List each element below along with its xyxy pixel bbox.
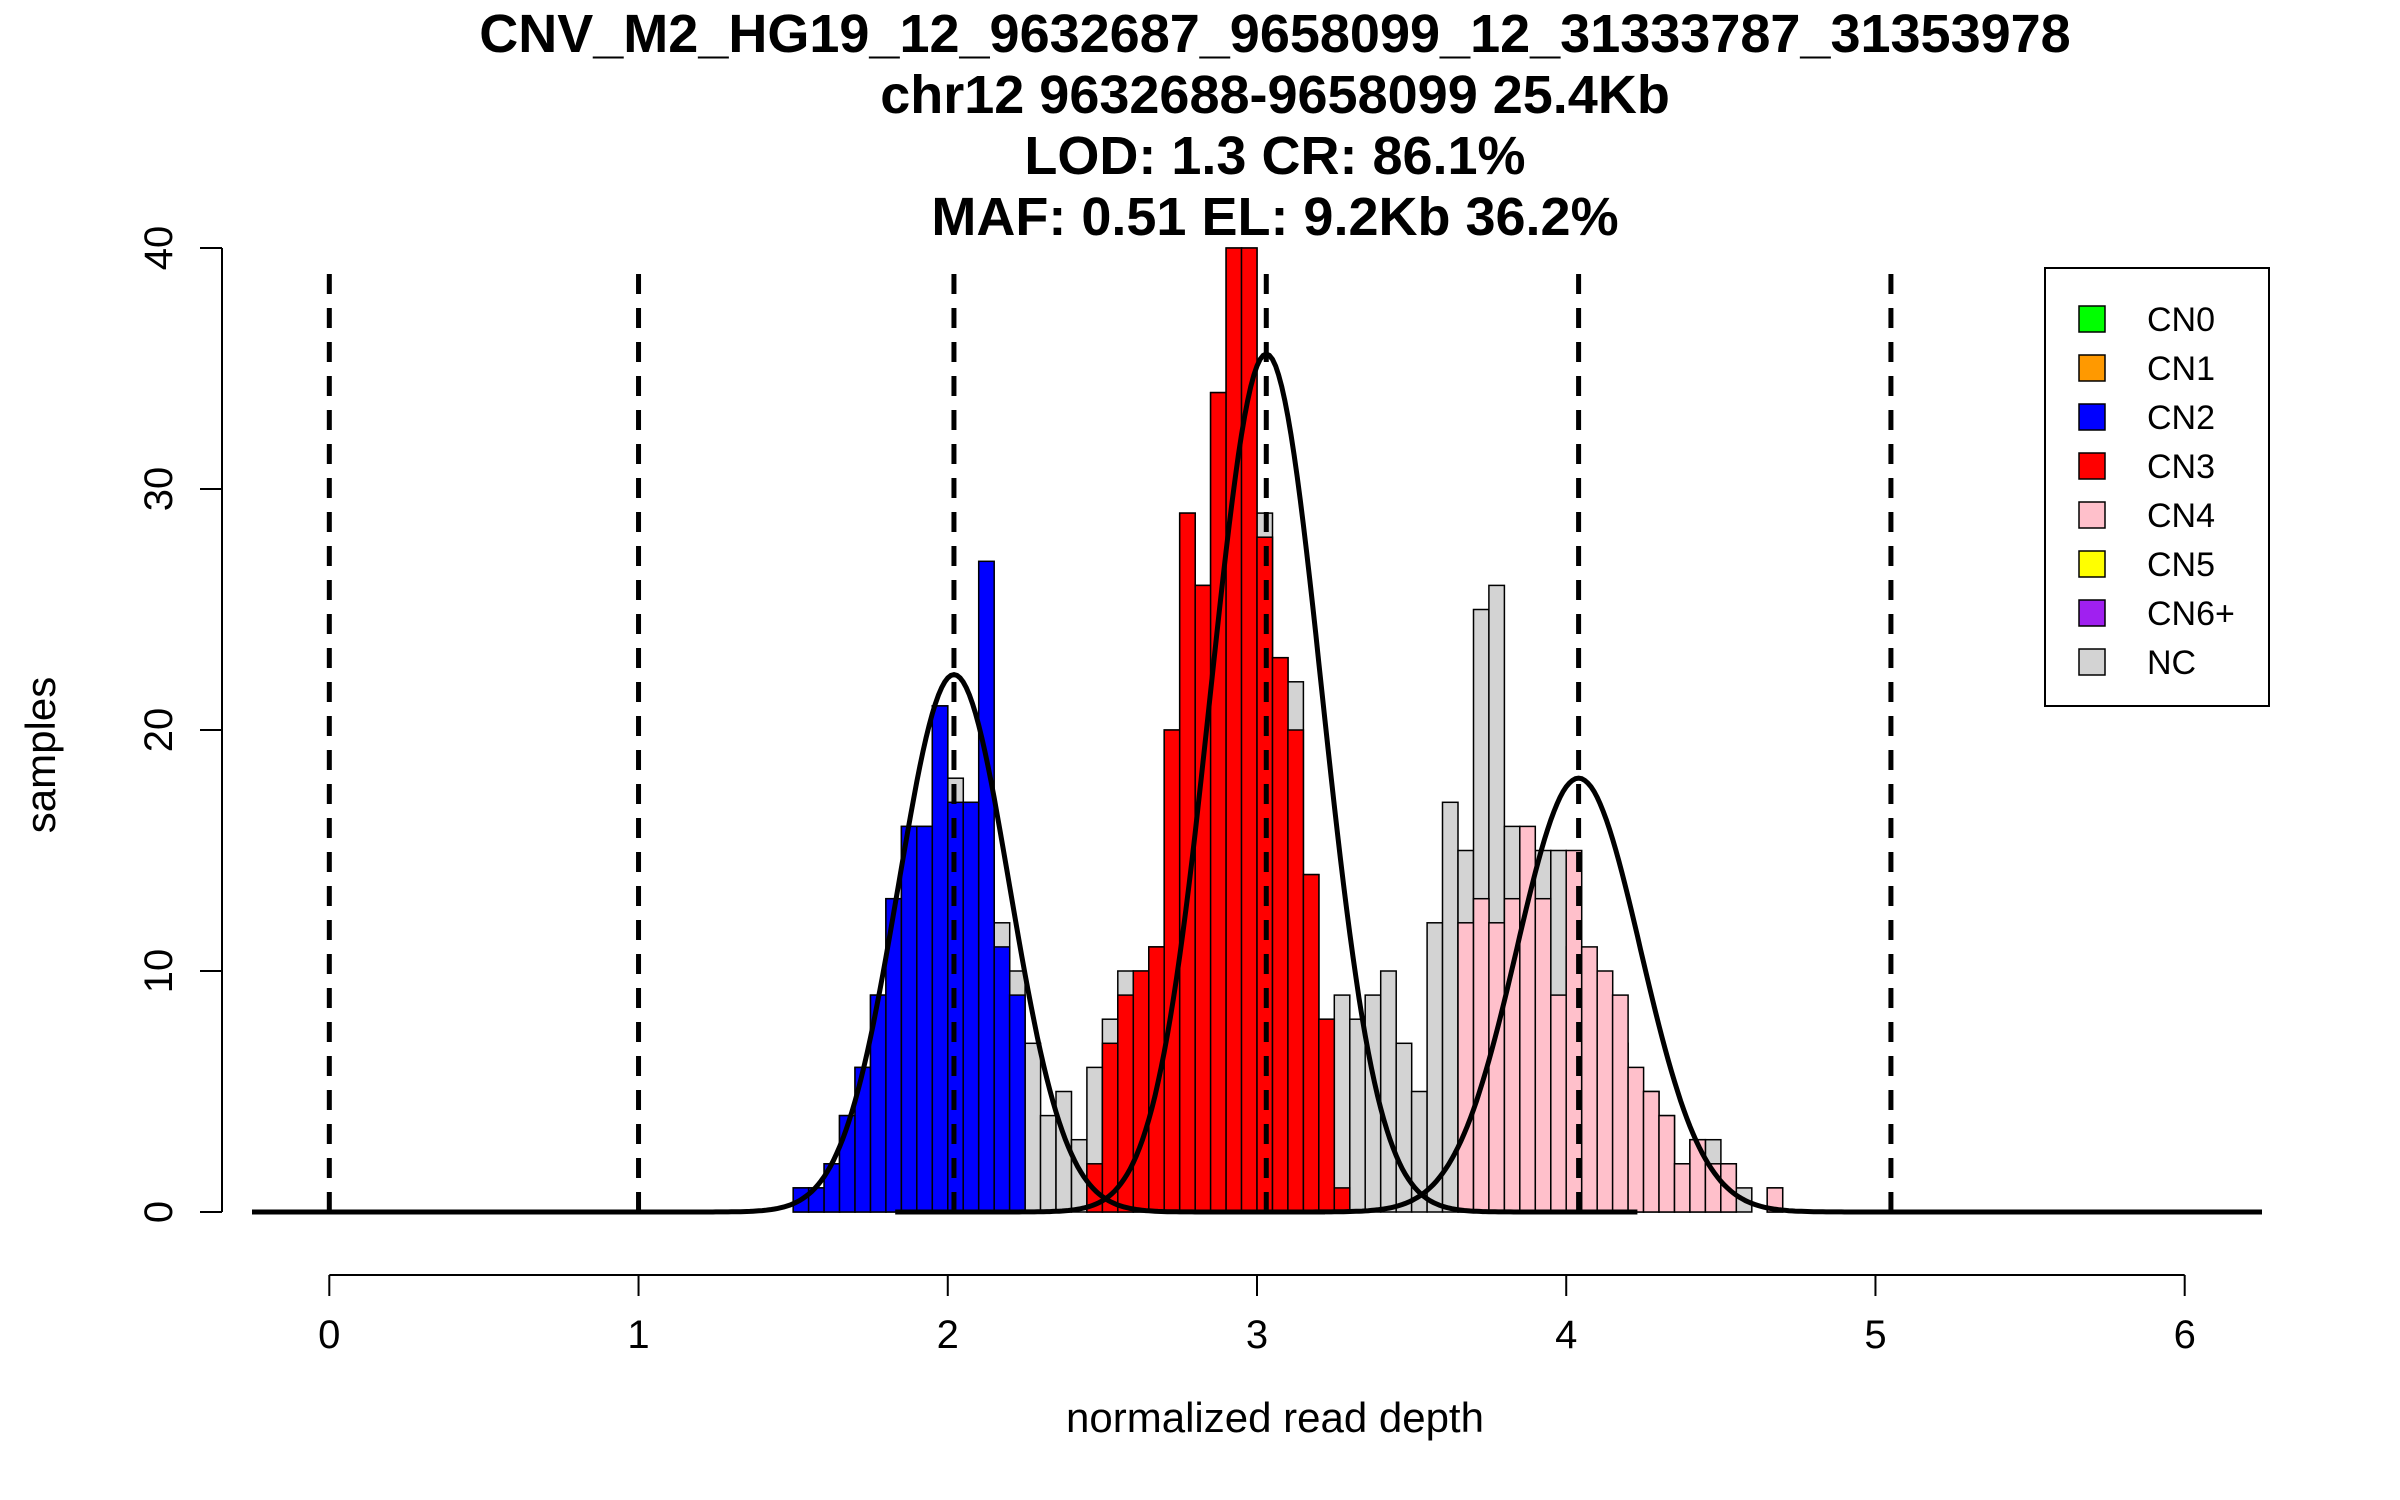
bar-cn4 bbox=[1673, 1163, 1691, 1213]
bar-cn3 bbox=[1132, 970, 1150, 1213]
bar-cn3 bbox=[1194, 584, 1212, 1213]
copy-number-reference-lines bbox=[326, 272, 1894, 1212]
legend-swatch-cn4 bbox=[2078, 501, 2106, 529]
bar-cn4 bbox=[1658, 1114, 1676, 1213]
bar-cn4 bbox=[1550, 994, 1568, 1213]
bar-nc bbox=[1333, 994, 1351, 1213]
legend-swatch-cn3 bbox=[2078, 452, 2106, 480]
bar-cn3 bbox=[1271, 656, 1289, 1213]
title-line-4: MAF: 0.51 EL: 9.2Kb 36.2% bbox=[931, 187, 1618, 247]
legend-swatch-cn0 bbox=[2078, 305, 2106, 333]
bar-cn2 bbox=[962, 801, 980, 1213]
x-tick-label: 6 bbox=[2174, 1313, 2196, 1357]
bar-cn4 bbox=[1766, 1187, 1784, 1213]
y-tick-label: 30 bbox=[137, 467, 181, 512]
bar-cn3 bbox=[1209, 391, 1227, 1213]
y-axis-label: samples bbox=[17, 677, 64, 833]
bar-cn2 bbox=[1008, 994, 1026, 1213]
x-tick-label: 4 bbox=[1555, 1313, 1577, 1357]
y-tick-label: 40 bbox=[137, 226, 181, 271]
bar-cn3 bbox=[1318, 1018, 1336, 1213]
bar-cn2 bbox=[900, 825, 918, 1213]
bar-cn3 bbox=[1287, 729, 1305, 1213]
chart-axes: 0 1 2 3 4 5 6 0 10 20 30 40 bbox=[137, 226, 2196, 1357]
x-tick-label: 2 bbox=[937, 1313, 959, 1357]
legend-label-cn1: CN1 bbox=[2147, 350, 2215, 388]
legend-swatch-cn6 bbox=[2078, 599, 2106, 627]
legend-swatch-nc bbox=[2078, 648, 2106, 676]
bar-cn4 bbox=[1642, 1090, 1660, 1213]
bar-nc bbox=[1379, 970, 1397, 1213]
legend-label-cn3: CN3 bbox=[2147, 448, 2215, 486]
bar-cn4 bbox=[1627, 1066, 1645, 1213]
legend-label-nc: NC bbox=[2147, 644, 2196, 682]
bar-nc bbox=[1039, 1114, 1057, 1213]
bar-cn2 bbox=[916, 825, 934, 1213]
chart-title: CNV_M2_HG19_12_9632687_9658099_12_313337… bbox=[479, 4, 2070, 247]
histogram-bars bbox=[792, 247, 1784, 1213]
title-line-3: LOD: 1.3 CR: 86.1% bbox=[1024, 126, 1525, 186]
x-tick-label: 3 bbox=[1246, 1313, 1268, 1357]
bar-cn3 bbox=[1256, 536, 1274, 1213]
legend-box bbox=[2044, 267, 2270, 707]
legend-label-cn5: CN5 bbox=[2147, 546, 2215, 584]
x-tick-label: 0 bbox=[318, 1313, 340, 1357]
bar-cn4 bbox=[1580, 946, 1598, 1213]
bar-cn3 bbox=[1225, 247, 1243, 1213]
x-axis-label: normalized read depth bbox=[1066, 1394, 1484, 1441]
bar-cn2 bbox=[931, 705, 949, 1213]
legend-label-cn6: CN6+ bbox=[2147, 595, 2235, 633]
fitted-curve bbox=[252, 672, 1325, 1215]
legend-swatch-cn1 bbox=[2078, 354, 2106, 382]
y-tick-label: 0 bbox=[137, 1201, 181, 1223]
title-line-2: chr12 9632688-9658099 25.4Kb bbox=[880, 65, 1670, 125]
y-tick-label: 20 bbox=[137, 708, 181, 753]
bar-cn4 bbox=[1457, 922, 1475, 1213]
bar-cn4 bbox=[1611, 994, 1629, 1213]
bar-cn4 bbox=[1472, 897, 1490, 1213]
x-tick-label: 1 bbox=[627, 1313, 649, 1357]
y-tick-label: 10 bbox=[137, 949, 181, 994]
legend: CN0 CN1 CN2 CN3 CN4 CN5 CN6+ NC bbox=[2044, 267, 2270, 707]
bar-cn4 bbox=[1596, 970, 1614, 1213]
bar-nc bbox=[1349, 1018, 1367, 1213]
legend-label-cn0: CN0 bbox=[2147, 301, 2215, 339]
bar-cn3 bbox=[1333, 1187, 1351, 1213]
legend-swatch-cn2 bbox=[2078, 403, 2106, 431]
fitted-curve bbox=[1207, 775, 2262, 1215]
bar-cn4 bbox=[1488, 922, 1506, 1213]
bar-cn2 bbox=[977, 560, 995, 1213]
legend-label-cn2: CN2 bbox=[2147, 399, 2215, 437]
bar-nc bbox=[1024, 1042, 1042, 1213]
x-tick-label: 5 bbox=[1864, 1313, 1886, 1357]
bar-nc bbox=[1395, 1042, 1413, 1213]
title-line-1: CNV_M2_HG19_12_9632687_9658099_12_313337… bbox=[479, 4, 2070, 64]
legend-label-cn4: CN4 bbox=[2147, 497, 2215, 535]
bar-nc bbox=[1426, 922, 1444, 1213]
bar-cn3 bbox=[1302, 873, 1320, 1213]
legend-swatch-cn5 bbox=[2078, 550, 2106, 578]
bar-cn2 bbox=[993, 946, 1011, 1213]
bar-cn4 bbox=[1534, 897, 1552, 1213]
